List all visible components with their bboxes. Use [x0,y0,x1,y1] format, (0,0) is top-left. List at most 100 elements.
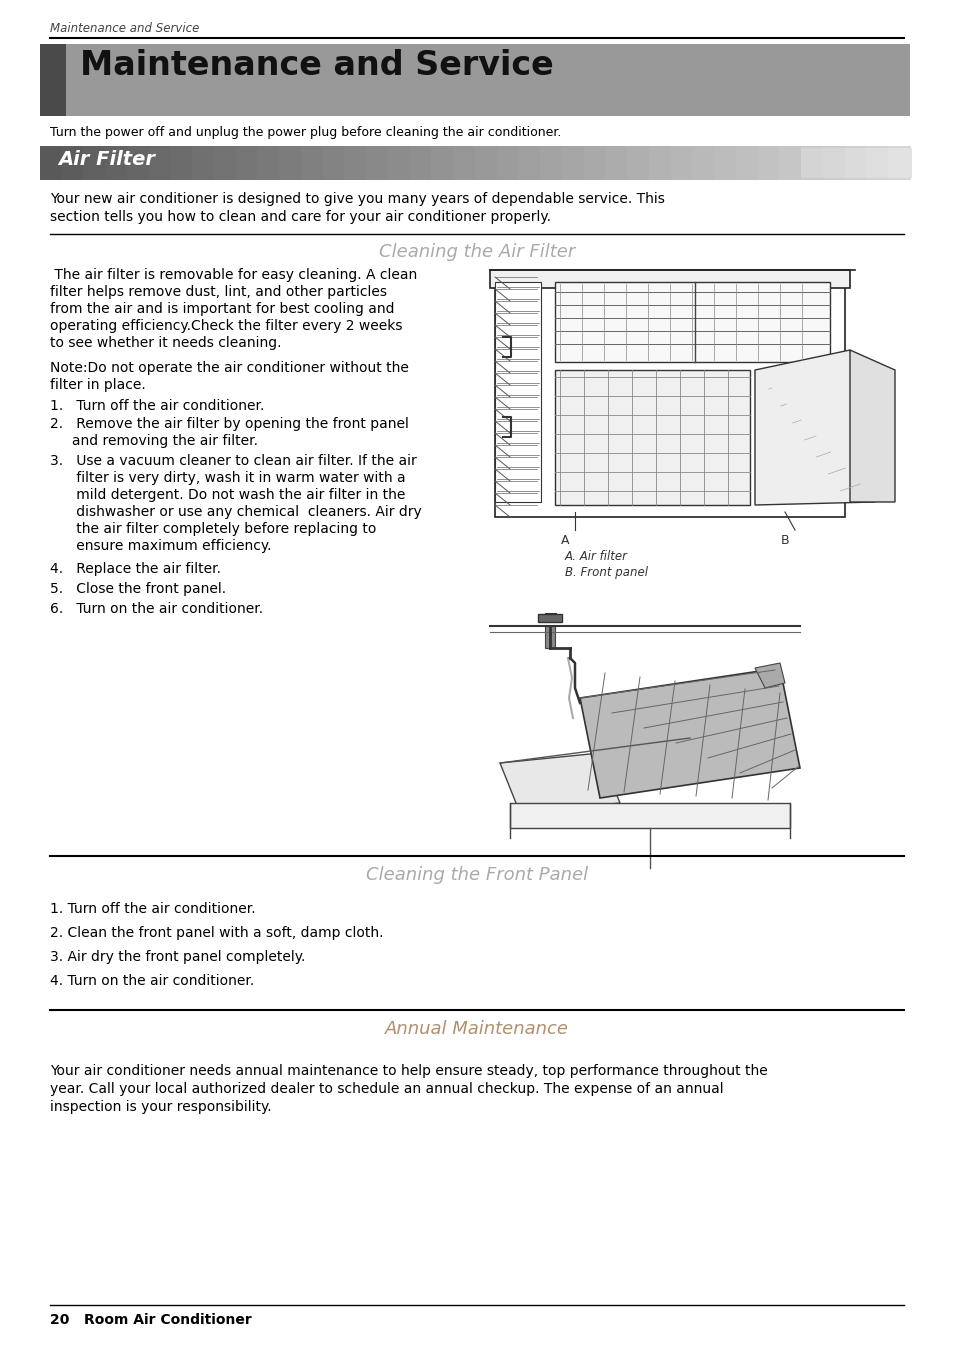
Text: the air filter completely before replacing to: the air filter completely before replaci… [50,522,376,536]
Text: and removing the air filter.: and removing the air filter. [50,433,257,448]
Text: to see whether it needs cleaning.: to see whether it needs cleaning. [50,336,281,350]
Text: B: B [780,535,788,547]
FancyBboxPatch shape [714,146,737,180]
FancyBboxPatch shape [84,146,106,180]
FancyBboxPatch shape [605,146,628,180]
Text: inspection is your responsibility.: inspection is your responsibility. [50,1100,272,1114]
FancyBboxPatch shape [490,270,849,288]
FancyBboxPatch shape [149,146,172,180]
Text: Note:Do not operate the air conditioner without the: Note:Do not operate the air conditioner … [50,360,409,375]
FancyBboxPatch shape [257,146,280,180]
Text: 4.   Replace the air filter.: 4. Replace the air filter. [50,562,221,576]
Text: filter is very dirty, wash it in warm water with a: filter is very dirty, wash it in warm wa… [50,471,405,485]
Polygon shape [579,668,800,798]
Text: operating efficiency.Check the filter every 2 weeks: operating efficiency.Check the filter ev… [50,319,402,333]
FancyBboxPatch shape [801,146,823,180]
FancyBboxPatch shape [40,45,909,116]
Text: section tells you how to clean and care for your air conditioner properly.: section tells you how to clean and care … [50,211,551,224]
FancyBboxPatch shape [495,277,844,517]
FancyBboxPatch shape [366,146,389,180]
Text: 2.   Remove the air filter by opening the front panel: 2. Remove the air filter by opening the … [50,417,409,431]
FancyBboxPatch shape [887,148,911,178]
Text: 6.   Turn on the air conditioner.: 6. Turn on the air conditioner. [50,602,263,616]
Text: Cleaning the Air Filter: Cleaning the Air Filter [378,243,575,261]
FancyBboxPatch shape [544,626,555,648]
Text: 5.   Close the front panel.: 5. Close the front panel. [50,582,226,595]
FancyBboxPatch shape [453,146,476,180]
FancyBboxPatch shape [235,146,258,180]
FancyBboxPatch shape [887,146,910,180]
FancyBboxPatch shape [213,146,236,180]
FancyBboxPatch shape [410,146,432,180]
Text: filter in place.: filter in place. [50,378,146,392]
FancyBboxPatch shape [539,146,562,180]
Text: 2. Clean the front panel with a soft, damp cloth.: 2. Clean the front panel with a soft, da… [50,926,383,940]
FancyBboxPatch shape [555,370,749,505]
FancyBboxPatch shape [843,146,866,180]
Text: 3. Air dry the front panel completely.: 3. Air dry the front panel completely. [50,950,305,964]
Text: The air filter is removable for easy cleaning. A clean: The air filter is removable for easy cle… [50,269,416,282]
FancyBboxPatch shape [583,146,606,180]
FancyBboxPatch shape [822,148,846,178]
Text: Your new air conditioner is designed to give you many years of dependable servic: Your new air conditioner is designed to … [50,192,664,207]
Polygon shape [499,753,619,813]
Polygon shape [754,663,784,688]
Text: from the air and is important for best cooling and: from the air and is important for best c… [50,302,395,316]
Text: Your air conditioner needs annual maintenance to help ensure steady, top perform: Your air conditioner needs annual mainte… [50,1064,767,1079]
FancyBboxPatch shape [757,146,780,180]
Text: Maintenance and Service: Maintenance and Service [80,49,553,82]
Text: year. Call your local authorized dealer to schedule an annual checkup. The expen: year. Call your local authorized dealer … [50,1081,723,1096]
FancyBboxPatch shape [171,146,193,180]
FancyBboxPatch shape [431,146,454,180]
Text: filter helps remove dust, lint, and other particles: filter helps remove dust, lint, and othe… [50,285,387,298]
FancyBboxPatch shape [40,146,63,180]
FancyBboxPatch shape [561,146,584,180]
FancyBboxPatch shape [779,146,801,180]
FancyBboxPatch shape [670,146,693,180]
FancyBboxPatch shape [127,146,150,180]
Text: Annual Maintenance: Annual Maintenance [385,1021,568,1038]
FancyBboxPatch shape [801,148,824,178]
Text: A: A [560,535,569,547]
FancyBboxPatch shape [865,148,889,178]
FancyBboxPatch shape [555,282,829,362]
Text: Cleaning the Front Panel: Cleaning the Front Panel [366,865,587,884]
Text: 3.   Use a vacuum cleaner to clean air filter. If the air: 3. Use a vacuum cleaner to clean air fil… [50,454,416,468]
FancyBboxPatch shape [301,146,323,180]
FancyBboxPatch shape [388,146,411,180]
Text: 4. Turn on the air conditioner.: 4. Turn on the air conditioner. [50,973,254,988]
Polygon shape [754,350,874,505]
FancyBboxPatch shape [510,803,789,828]
Text: 20   Room Air Conditioner: 20 Room Air Conditioner [50,1314,252,1327]
FancyBboxPatch shape [735,146,758,180]
FancyBboxPatch shape [497,146,519,180]
FancyBboxPatch shape [626,146,649,180]
FancyBboxPatch shape [865,146,888,180]
FancyBboxPatch shape [822,146,845,180]
FancyBboxPatch shape [843,148,867,178]
FancyBboxPatch shape [537,614,561,622]
Text: Turn the power off and unplug the power plug before cleaning the air conditioner: Turn the power off and unplug the power … [50,126,560,139]
Text: dishwasher or use any chemical  cleaners. Air dry: dishwasher or use any chemical cleaners.… [50,505,421,518]
Text: Air Filter: Air Filter [58,150,154,169]
FancyBboxPatch shape [495,282,540,502]
Text: 1. Turn off the air conditioner.: 1. Turn off the air conditioner. [50,902,255,917]
Text: ensure maximum efficiency.: ensure maximum efficiency. [50,539,272,553]
FancyBboxPatch shape [322,146,345,180]
Text: Maintenance and Service: Maintenance and Service [50,22,199,35]
FancyBboxPatch shape [648,146,671,180]
FancyBboxPatch shape [518,146,540,180]
FancyBboxPatch shape [692,146,715,180]
FancyBboxPatch shape [40,45,66,116]
FancyBboxPatch shape [193,146,214,180]
FancyBboxPatch shape [62,146,85,180]
FancyBboxPatch shape [279,146,302,180]
Circle shape [759,401,790,433]
Text: B. Front panel: B. Front panel [564,566,647,579]
Text: A. Air filter: A. Air filter [564,549,627,563]
FancyBboxPatch shape [475,146,497,180]
FancyBboxPatch shape [344,146,367,180]
FancyBboxPatch shape [105,146,128,180]
Polygon shape [849,350,894,502]
Text: mild detergent. Do not wash the air filter in the: mild detergent. Do not wash the air filt… [50,487,405,502]
